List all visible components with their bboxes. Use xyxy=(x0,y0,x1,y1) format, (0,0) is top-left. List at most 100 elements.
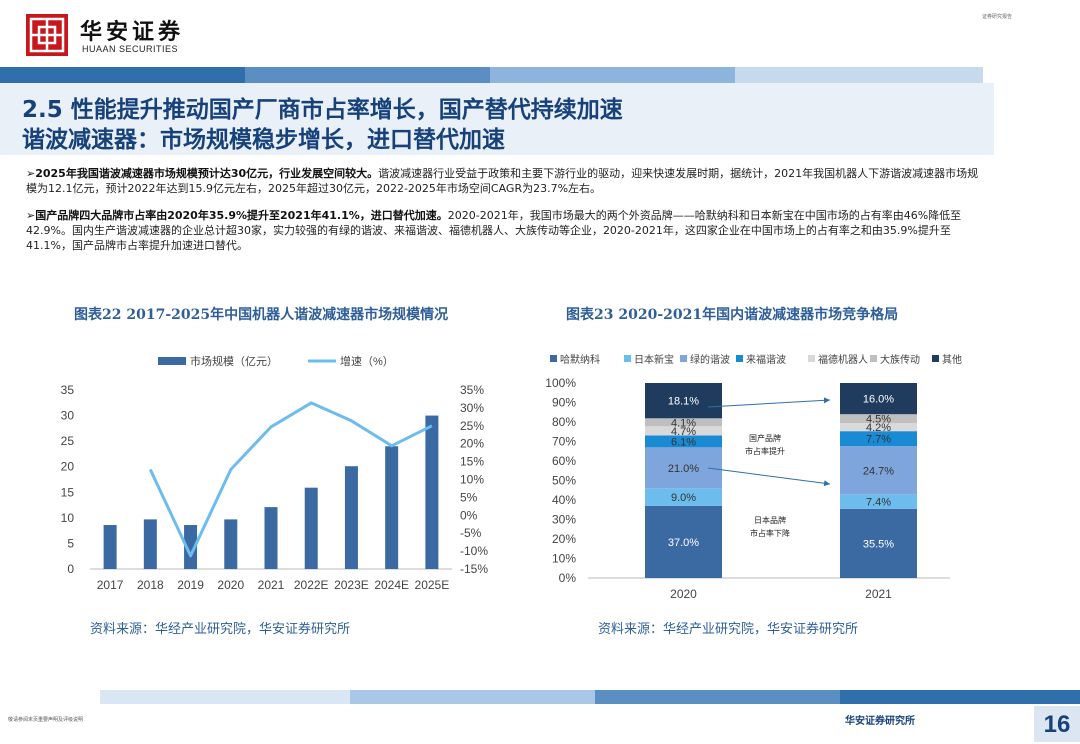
segment-data-label: 35.5% xyxy=(863,538,894,550)
header-band-4 xyxy=(735,67,983,83)
bullet-2: ➢国产品牌四大品牌市占率由2020年35.9%提升至2021年41.1%，进口替… xyxy=(26,208,986,253)
y-right-tick-label: 30% xyxy=(460,401,484,415)
header-band-3 xyxy=(490,67,735,83)
stacked-segment xyxy=(645,383,722,419)
bullet-1-text: 谐波减速器行业受益于政策和主要下游行业的驱动，迎来快速发展时期，据统计，2021… xyxy=(26,167,979,195)
stacked-segment xyxy=(840,422,917,432)
title-background xyxy=(0,83,994,155)
legend-label: 绿的谐波 xyxy=(690,353,730,366)
segment-data-label: 4.2% xyxy=(866,422,891,434)
segment-data-label: 6.1% xyxy=(671,436,696,448)
legend-label: 日本新宝 xyxy=(634,353,674,366)
legend-label: 其他 xyxy=(942,353,962,366)
y-tick-label: 70% xyxy=(552,435,576,449)
stacked-segment xyxy=(645,426,722,436)
bullet-1-heading: 2025年我国谐波减速器市场规模预计达30亿元，行业发展空间较大。 xyxy=(35,167,379,180)
x-tick-label: 2017 xyxy=(97,578,124,592)
bar-market-size xyxy=(264,507,278,569)
annotation-text: 市占率下降 xyxy=(750,528,790,538)
bullet-2-text: 2020-2021年，我国市场最大的两个外资品牌——哈默纳科和日本新宝在中国市场… xyxy=(26,209,962,252)
y-tick-label: 0% xyxy=(559,571,577,585)
footer-band-4 xyxy=(840,690,1080,704)
stacked-segment xyxy=(645,435,722,448)
y-right-tick-label: 15% xyxy=(460,455,484,469)
y-left-tick-label: 35 xyxy=(61,383,75,397)
arrow-domestic-share xyxy=(707,467,831,487)
stacked-segment xyxy=(840,508,917,578)
y-tick-label: 30% xyxy=(552,513,576,527)
y-left-tick-label: 5 xyxy=(67,536,74,550)
y-right-tick-label: 0% xyxy=(460,508,478,522)
legend-label: 来福谐波 xyxy=(746,353,786,366)
page-number: 16 xyxy=(1034,706,1080,742)
chart-23-source: 资料来源：华经产业研究院，华安证券研究所 xyxy=(598,622,859,637)
logo-english-name: HUAAN SECURITIES xyxy=(82,44,179,54)
y-tick-label: 100% xyxy=(545,376,576,390)
footer-band-1 xyxy=(100,690,350,704)
legend-swatch-market-size xyxy=(158,357,186,365)
segment-data-label: 16.0% xyxy=(863,394,894,406)
y-right-tick-label: -10% xyxy=(460,544,488,558)
bar-market-size xyxy=(425,415,439,569)
page-subtitle: 谐波减速器：市场规模稳步增长，进口替代加速 xyxy=(22,127,505,153)
x-tick-label: 2023E xyxy=(334,578,369,592)
bar-market-size xyxy=(385,446,399,569)
annotation-text: 市占率提升 xyxy=(745,446,785,456)
header-band-2 xyxy=(245,67,490,83)
segment-data-label: 7.4% xyxy=(866,497,891,509)
bar-market-size xyxy=(224,519,238,569)
segment-data-label: 21.0% xyxy=(668,463,699,475)
footer-disclaimer: 敬请参阅末页重要声明及评级说明 xyxy=(8,717,84,723)
chart-22-title: 图表22 2017-2025年中国机器人谐波减速器市场规模情况 xyxy=(74,307,449,323)
stacked-segment xyxy=(645,488,722,506)
stacked-segment xyxy=(840,414,917,423)
y-tick-label: 60% xyxy=(552,454,576,468)
stacked-segment xyxy=(645,505,722,578)
legend-swatch xyxy=(736,355,743,362)
report-tag: 证券研究报告 xyxy=(982,14,1013,20)
y-left-tick-label: 25 xyxy=(61,434,75,448)
bullet-1: ➢2025年我国谐波减速器市场规模预计达30亿元，行业发展空间较大。谐波减速器行… xyxy=(26,166,986,196)
bullet-marker: ➢ xyxy=(26,167,36,180)
segment-data-label: 4.1% xyxy=(671,417,696,429)
bar-market-size xyxy=(103,525,117,569)
y-right-tick-label: 5% xyxy=(460,490,478,504)
y-right-tick-label: -5% xyxy=(460,526,482,540)
y-left-tick-label: 0 xyxy=(67,562,74,576)
chart-22-source: 资料来源：华经产业研究院，华安证券研究所 xyxy=(90,622,351,637)
line-growth-rate xyxy=(148,401,433,558)
x-tick-label: 2019 xyxy=(177,578,204,592)
footer-band-3 xyxy=(595,690,840,704)
y-right-tick-label: 35% xyxy=(460,383,484,397)
bullet-2-heading: 国产品牌四大品牌市占率由2020年35.9%提升至2021年41.1%，进口替代… xyxy=(35,209,448,222)
legend-swatch xyxy=(808,355,815,362)
footer-band-2 xyxy=(350,690,595,704)
x-tick-label: 2024E xyxy=(374,578,409,592)
legend-label-growth: 增速（%） xyxy=(340,354,394,368)
y-right-tick-label: 25% xyxy=(460,419,484,433)
annotation-text: 国产品牌 xyxy=(749,433,781,443)
y-right-tick-label: 10% xyxy=(460,473,484,487)
chart-23-title: 图表23 2020-2021年国内谐波减速器市场竞争格局 xyxy=(566,307,899,323)
y-right-tick-label: 20% xyxy=(460,437,484,451)
segment-data-label: 37.0% xyxy=(668,537,699,549)
bar-market-size xyxy=(143,519,157,569)
y-tick-label: 90% xyxy=(552,396,576,410)
stacked-segment xyxy=(840,494,917,509)
segment-data-label: 4.5% xyxy=(866,414,891,426)
legend-label: 哈默纳科 xyxy=(560,353,600,366)
y-left-tick-label: 20 xyxy=(61,460,75,474)
stacked-segment xyxy=(645,418,722,427)
legend-swatch xyxy=(870,355,877,362)
y-right-tick-label: -15% xyxy=(460,562,488,576)
legend-swatch xyxy=(624,355,631,362)
market-share-chart: 哈默纳科 日本新宝 绿的谐波 来福谐波 福德机器人 大族传动 其他 0% 10% 20% 30% 40… xyxy=(545,353,962,601)
x-tick-label: 2025E xyxy=(415,578,450,592)
y-tick-label: 10% xyxy=(552,552,576,566)
x-tick-label: 2022E xyxy=(294,578,329,592)
header-band-1 xyxy=(0,67,245,83)
segment-data-label: 18.1% xyxy=(668,396,699,408)
x-tick-label: 2021 xyxy=(865,587,892,601)
legend-label: 福德机器人 xyxy=(818,353,868,366)
x-tick-label: 2021 xyxy=(258,578,285,592)
